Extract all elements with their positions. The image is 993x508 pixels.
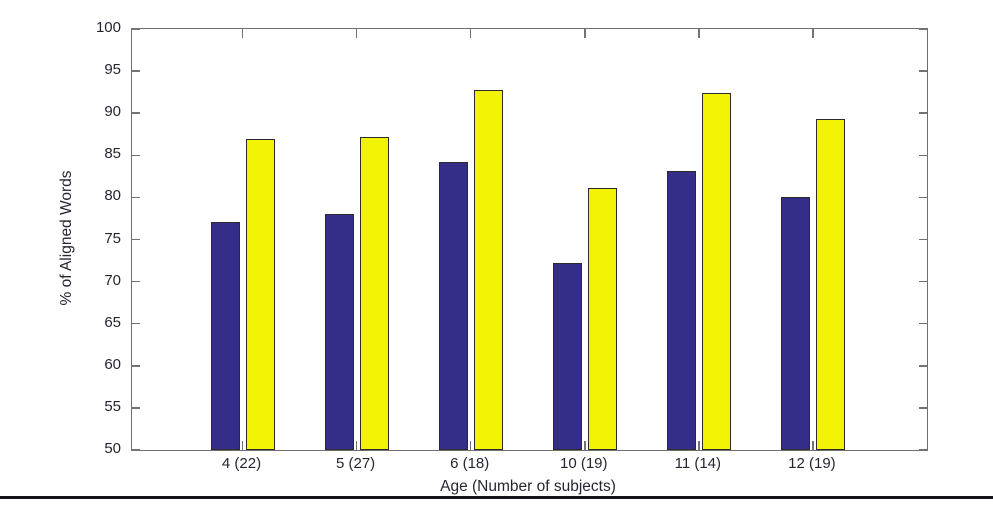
- bar-series-yellow: [359, 136, 389, 450]
- x-tick-mark-top: [584, 29, 586, 38]
- bar-series-blue: [552, 263, 582, 450]
- y-tick-label: 55: [104, 397, 121, 415]
- y-tick-mark: [132, 280, 140, 283]
- y-tick-label: 60: [104, 355, 121, 373]
- y-tick-mark: [132, 70, 140, 72]
- y-tick-label: 65: [104, 313, 121, 331]
- y-tick-label: 70: [104, 271, 121, 289]
- x-tick-mark-top: [812, 29, 814, 38]
- plot-area: [131, 28, 928, 451]
- x-tick-mark-bottom: [469, 441, 472, 450]
- bar-series-blue: [438, 162, 468, 450]
- y-tick-mark-right: [919, 28, 927, 30]
- x-tick-mark-top: [698, 29, 700, 38]
- x-tick-mark-top: [469, 29, 472, 38]
- y-tick-label: 75: [104, 229, 121, 247]
- x-tick-mark-bottom: [698, 441, 700, 450]
- x-tick-label: 10 (19): [559, 455, 608, 472]
- y-tick-mark-right: [919, 112, 927, 114]
- x-tick-mark-bottom: [241, 441, 244, 450]
- x-tick-mark-bottom: [584, 441, 586, 450]
- y-tick-mark-right: [919, 449, 927, 451]
- y-tick-mark: [132, 196, 140, 199]
- y-tick-mark: [132, 322, 140, 325]
- y-tick-mark: [132, 238, 140, 241]
- bar-series-blue: [324, 214, 354, 450]
- y-tick-label: 80: [104, 187, 121, 205]
- y-tick-label: 85: [104, 145, 121, 163]
- y-tick-mark-right: [919, 196, 927, 199]
- y-tick-label: 50: [104, 440, 121, 457]
- y-tick-mark-right: [919, 70, 927, 72]
- x-tick-mark-top: [241, 29, 244, 38]
- y-tick-mark: [132, 112, 140, 114]
- y-tick-mark-right: [919, 154, 927, 157]
- x-tick-mark-bottom: [812, 441, 814, 450]
- x-tick-label: 11 (14): [674, 455, 722, 472]
- bar-series-blue: [666, 171, 696, 450]
- x-tick-label: 6 (18): [450, 455, 490, 472]
- bar-series-yellow: [473, 89, 503, 450]
- y-tick-label: 100: [95, 19, 121, 36]
- x-tick-label: 4 (22): [221, 455, 262, 472]
- bar-series-yellow: [701, 93, 731, 450]
- x-tick-label: 5 (27): [335, 455, 376, 472]
- bar-series-yellow: [245, 139, 275, 450]
- x-tick-mark-bottom: [355, 441, 358, 450]
- y-tick-label: 90: [104, 103, 121, 121]
- bar-series-yellow: [587, 188, 617, 450]
- bar-series-blue: [780, 197, 810, 450]
- bar-series-blue: [210, 221, 240, 450]
- y-tick-mark: [132, 154, 140, 157]
- y-tick-mark: [132, 28, 140, 30]
- y-tick-mark-right: [919, 322, 927, 325]
- y-tick-label: 95: [104, 61, 121, 79]
- y-tick-mark-right: [919, 407, 927, 409]
- bar-series-yellow: [815, 119, 845, 450]
- x-axis-label: Age (Number of subjects): [440, 478, 616, 495]
- y-tick-mark-right: [919, 238, 927, 241]
- y-tick-mark: [132, 407, 140, 409]
- y-tick-mark-right: [919, 365, 927, 367]
- y-tick-mark-right: [919, 280, 927, 283]
- x-tick-label: 12 (19): [788, 455, 836, 472]
- x-tick-mark-top: [355, 29, 358, 38]
- y-tick-mark: [132, 365, 140, 367]
- bottom-divider-rule: [0, 496, 993, 499]
- y-tick-mark: [132, 449, 140, 451]
